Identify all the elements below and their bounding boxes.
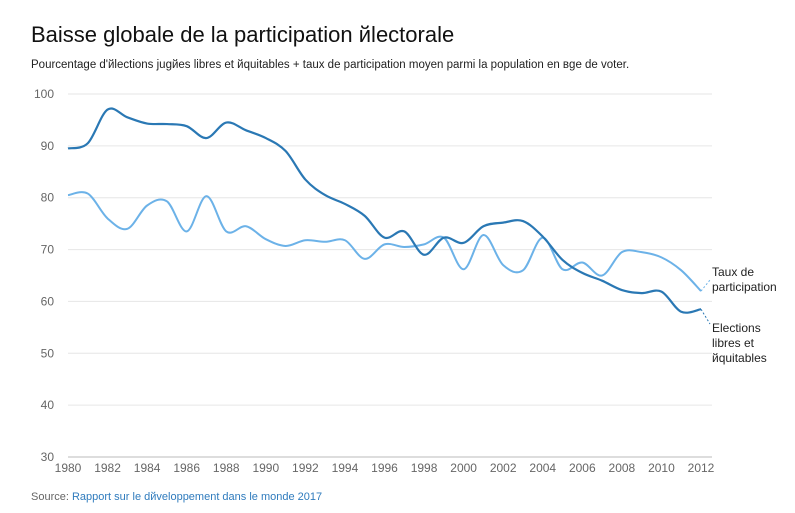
x-tick-label: 1990: [252, 461, 279, 475]
y-tick-label: 80: [41, 191, 55, 205]
series-label: libres et: [712, 336, 755, 350]
y-tick-label: 50: [41, 346, 55, 360]
x-tick-label: 2008: [609, 461, 636, 475]
x-tick-label: 1980: [55, 461, 82, 475]
source-link[interactable]: Rapport sur le dйveloppement dans le mon…: [71, 491, 323, 503]
y-tick-label: 40: [41, 398, 55, 412]
x-tick-label: 2006: [569, 461, 596, 475]
series-label: Elections: [712, 321, 761, 335]
x-tick-label: 2012: [688, 461, 715, 475]
x-tick-label: 1996: [371, 461, 398, 475]
x-tick-label: 1986: [173, 461, 200, 475]
x-tick-label: 1994: [332, 461, 359, 475]
x-tick-label: 1992: [292, 461, 319, 475]
chart-title: Baisse globale de la participation йlect…: [31, 22, 455, 47]
series-line: [67, 107, 702, 314]
x-tick-label: 1998: [411, 461, 438, 475]
x-tick-label: 1982: [94, 461, 121, 475]
y-tick-label: 60: [41, 294, 55, 308]
series-line: [67, 191, 702, 292]
source-label: Source:: [31, 491, 69, 503]
x-tick-label: 2000: [450, 461, 477, 475]
y-tick-label: 90: [41, 139, 55, 153]
x-tick-label: 1988: [213, 461, 240, 475]
series-label: participation: [712, 280, 777, 294]
series-label: Taux de: [712, 265, 754, 279]
y-tick-label: 100: [34, 87, 54, 101]
series-label: йquitables: [712, 351, 767, 365]
x-tick-label: 2010: [648, 461, 675, 475]
label-leader: [700, 308, 711, 325]
y-tick-label: 30: [41, 450, 55, 464]
label-leader: [700, 279, 711, 292]
x-tick-label: 2004: [529, 461, 556, 475]
x-tick-label: 1984: [134, 461, 161, 475]
x-tick-label: 2002: [490, 461, 517, 475]
chart-subtitle: Pourcentage d'йlections jugйes libres et…: [31, 59, 630, 71]
source-note: Source: Rapport sur le dйveloppement dan…: [31, 491, 322, 503]
y-tick-label: 70: [41, 243, 55, 257]
